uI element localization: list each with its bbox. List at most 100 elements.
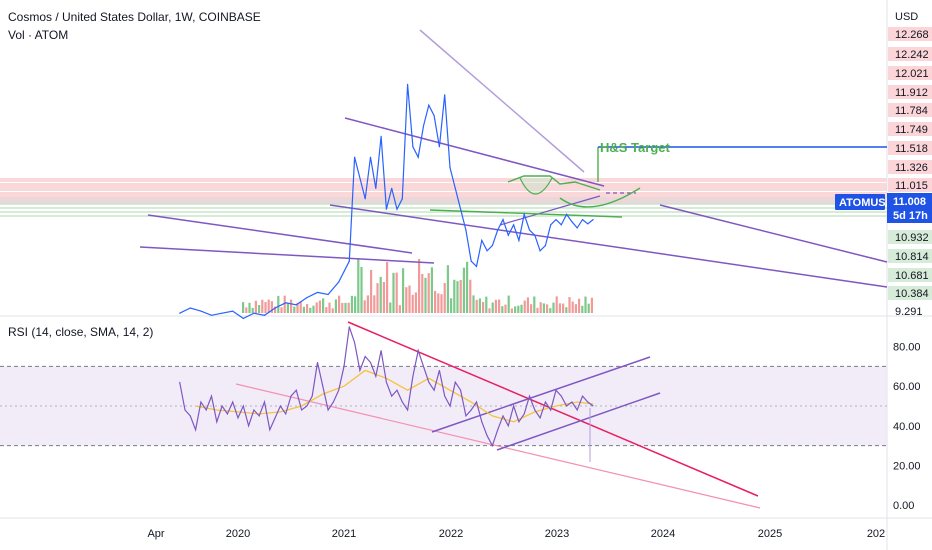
volume-bar <box>523 300 526 313</box>
rsi-point <box>285 413 287 415</box>
volume-bar <box>520 304 523 313</box>
rsi-point <box>338 389 340 391</box>
price-point <box>518 239 520 241</box>
volume-bar <box>411 294 414 313</box>
volume-bar <box>370 269 373 313</box>
rsi-point <box>253 409 255 411</box>
rsi-tick-label: 20.00 <box>893 460 921 472</box>
rsi-point <box>343 365 345 367</box>
time-tick-label: 2024 <box>651 528 675 540</box>
neckline <box>499 195 601 226</box>
price-tick-label: 11.749 <box>895 124 928 136</box>
volume-bar <box>555 296 558 313</box>
volume-bar <box>395 272 398 313</box>
rsi-point <box>205 409 207 411</box>
rsi-point <box>555 389 557 391</box>
price-point <box>581 219 584 221</box>
price-axis: USD 12.268 12.242 12.021 11.912 11.784 11.749 1… <box>888 11 932 318</box>
head-and-shoulders <box>429 147 641 218</box>
rsi-band <box>0 366 887 446</box>
price-point <box>497 229 499 231</box>
price-point <box>274 307 276 309</box>
volume-bar <box>437 293 440 313</box>
volume-bar <box>274 306 277 313</box>
price-tick-bg <box>888 27 932 41</box>
rsi-points <box>179 326 594 447</box>
hs-target-label: H&S Target <box>600 140 670 155</box>
price-point <box>587 223 589 225</box>
rsi-point <box>486 435 488 437</box>
volume-bar <box>453 279 456 313</box>
time-tick-label: 2023 <box>545 528 569 540</box>
price-point <box>555 219 557 221</box>
price-point <box>470 260 472 262</box>
rsi-point <box>317 361 318 363</box>
rsi-point <box>391 395 393 397</box>
resistance-zone <box>0 178 887 182</box>
price-tick-label: 12.242 <box>895 49 929 61</box>
rsi-tick-label: 60.00 <box>893 381 921 393</box>
price-point <box>539 250 541 252</box>
resistance-zone <box>0 196 887 200</box>
time-tick-label: 2025 <box>758 528 782 540</box>
volume-bar <box>264 302 267 313</box>
rsi-tick-label: 0.00 <box>893 500 914 512</box>
volume-bar <box>267 299 270 313</box>
volume-bar <box>286 303 289 313</box>
rsi-point <box>306 405 308 407</box>
rsi-point <box>179 381 181 383</box>
rsi-point <box>550 409 552 411</box>
rsi-point <box>592 405 594 407</box>
price-point <box>221 312 223 314</box>
price-point <box>449 167 451 169</box>
volume-bar <box>315 302 318 313</box>
volume-bar <box>261 299 264 313</box>
price-tick-label: 11.015 <box>895 180 928 192</box>
volume-bar <box>379 276 382 313</box>
price-point <box>460 208 462 210</box>
price-tick-label: 11.784 <box>895 105 928 117</box>
volume-bar <box>424 277 427 313</box>
price-point <box>200 310 202 312</box>
volume-bar <box>386 262 389 313</box>
volume-bar <box>472 295 475 313</box>
rsi-point <box>491 445 493 447</box>
rsi-point <box>582 395 583 397</box>
rsi-point <box>370 361 371 363</box>
volume-bar <box>350 295 353 313</box>
volume-bar <box>242 302 245 313</box>
volume-bar <box>542 303 545 313</box>
volume-bar <box>245 307 248 313</box>
volume-bar <box>360 267 363 313</box>
rsi-point <box>438 369 440 371</box>
volume-bar <box>277 295 280 313</box>
volume-bar <box>270 301 273 313</box>
price-tick-bg <box>888 66 932 80</box>
volume-bar <box>331 308 334 313</box>
resistance-zone <box>0 187 887 191</box>
price-tick-bg <box>888 286 932 300</box>
price-point <box>396 208 398 210</box>
price-point <box>550 224 552 226</box>
volume-bar <box>446 265 449 313</box>
volume-bar <box>539 302 542 313</box>
rsi-point <box>529 395 530 397</box>
volume-bar <box>402 268 405 313</box>
price-point <box>242 317 244 319</box>
price-point <box>401 198 403 200</box>
price-point <box>338 281 340 283</box>
volume-bar <box>357 258 360 313</box>
price-tick-bg <box>888 178 932 192</box>
volume-bar <box>530 304 533 313</box>
rsi-point <box>301 409 303 411</box>
price-point <box>523 213 525 215</box>
volume-bars <box>242 258 593 313</box>
rsi-point <box>417 350 419 352</box>
rsi-point <box>216 421 218 423</box>
rsi-channel-bottom <box>496 392 661 451</box>
rsi-point <box>412 375 414 377</box>
volume-bar <box>430 267 433 313</box>
rsi-point <box>327 409 329 411</box>
rsi-point <box>237 417 239 419</box>
